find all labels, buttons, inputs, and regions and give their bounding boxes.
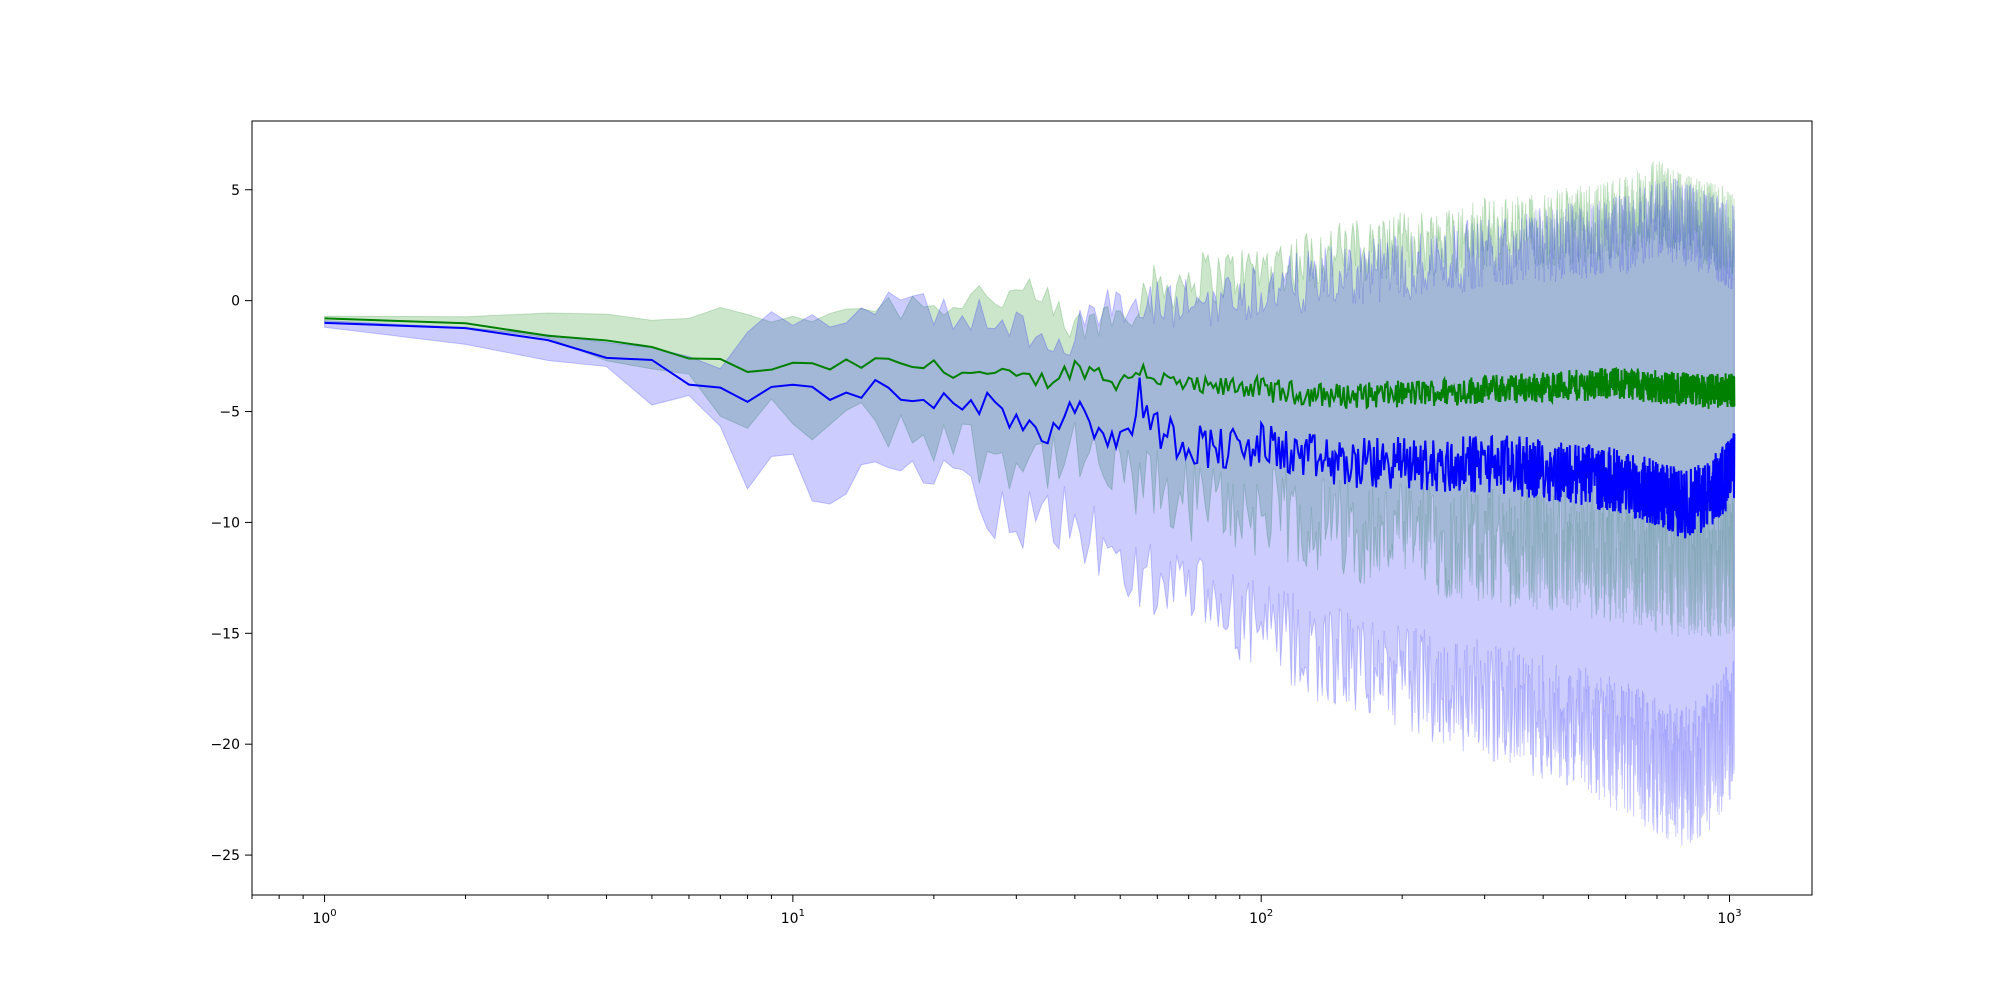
x-tick-label: 100 xyxy=(312,908,336,927)
y-tick-label: −25 xyxy=(210,848,240,864)
x-axis: 100 101 102 103 xyxy=(251,895,1742,927)
series-0-line xyxy=(324,317,1736,410)
y-tick-label: −15 xyxy=(210,626,240,642)
plot-area xyxy=(324,161,1736,846)
series-0-band xyxy=(324,161,1735,637)
x-tick-label: 101 xyxy=(781,908,805,927)
series-1-line xyxy=(324,321,1736,539)
y-tick-label: −20 xyxy=(210,737,240,753)
series-1-band xyxy=(324,178,1735,846)
axes-frame xyxy=(251,120,1813,896)
y-axis: 5 0 −5 −10 −15 −20 −25 xyxy=(210,183,252,864)
y-tick-label: −5 xyxy=(219,405,240,421)
x-tick-label: 102 xyxy=(1249,908,1273,927)
y-tick-label: −10 xyxy=(210,515,240,531)
y-tick-label: 0 xyxy=(231,294,240,310)
y-tick-label: 5 xyxy=(231,183,240,199)
x-tick-label: 103 xyxy=(1717,908,1741,927)
